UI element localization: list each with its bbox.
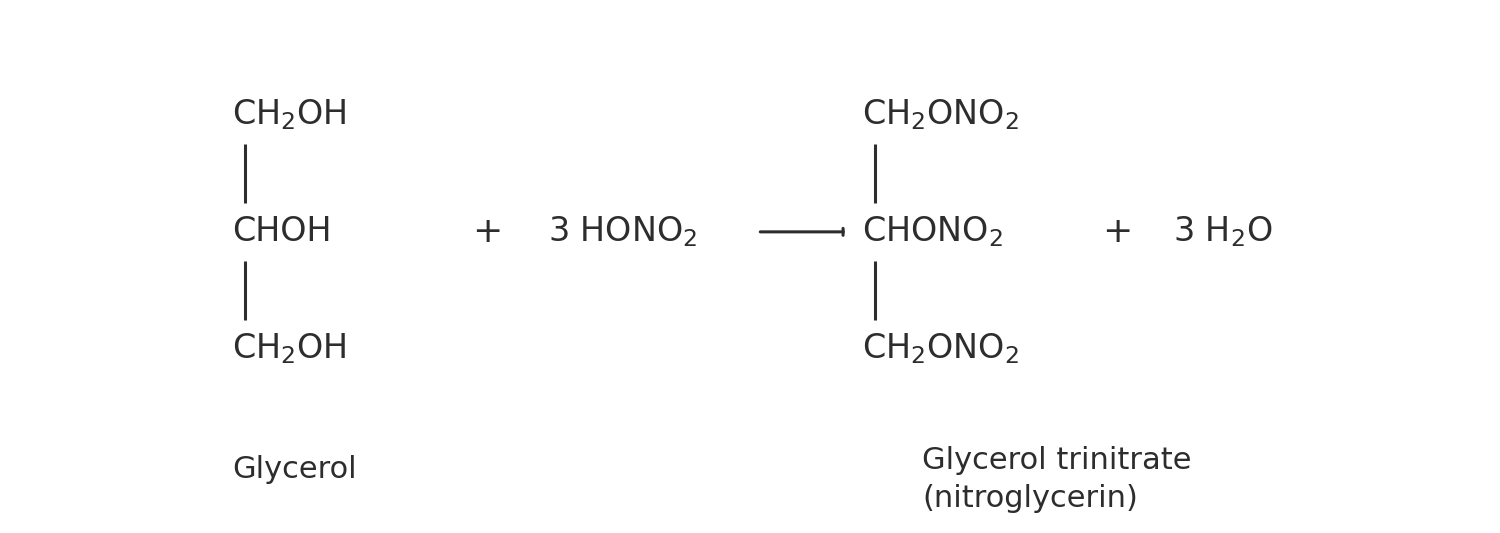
Text: CH$_2$ONO$_2$: CH$_2$ONO$_2$ <box>862 97 1020 132</box>
Text: CH$_2$OH: CH$_2$OH <box>232 332 346 367</box>
Text: CH$_2$OH: CH$_2$OH <box>232 97 346 132</box>
Text: CHOH: CHOH <box>232 215 332 248</box>
Text: +: + <box>472 215 502 249</box>
Text: CH$_2$ONO$_2$: CH$_2$ONO$_2$ <box>862 332 1020 367</box>
Text: Glycerol: Glycerol <box>232 455 357 483</box>
Text: CHONO$_2$: CHONO$_2$ <box>862 214 1004 249</box>
Text: +: + <box>1102 215 1132 249</box>
Text: 3 H$_2$O: 3 H$_2$O <box>1173 214 1272 249</box>
Text: 3 HONO$_2$: 3 HONO$_2$ <box>548 214 698 249</box>
Text: Glycerol trinitrate
(nitroglycerin): Glycerol trinitrate (nitroglycerin) <box>922 446 1192 513</box>
